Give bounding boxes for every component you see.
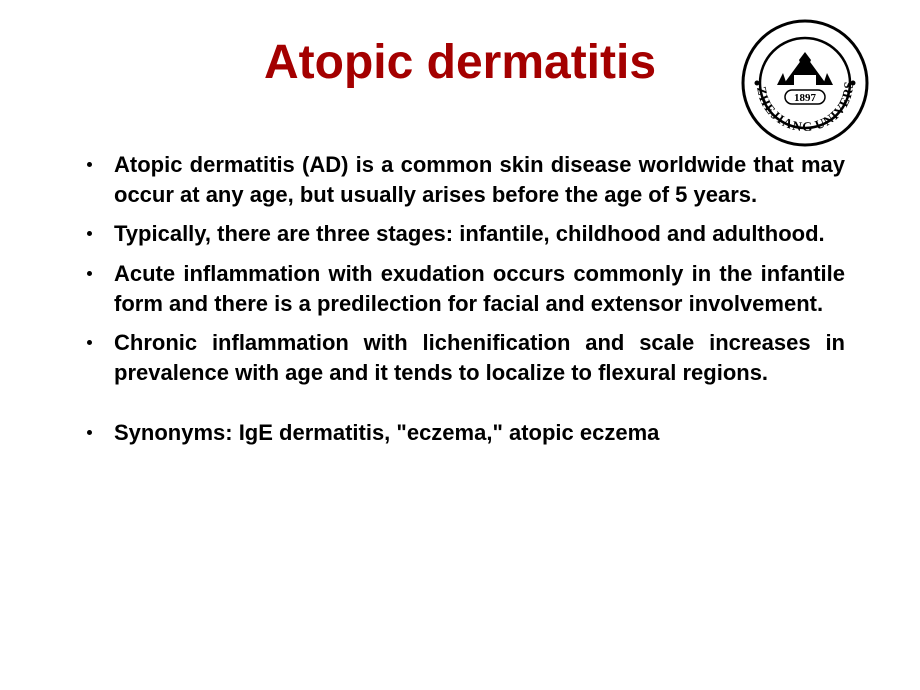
slide-container: ZHEJIANG UNIVERSITY 1897 Atopic dermatit… [0,0,920,690]
bullet-item: Atopic dermatitis (AD) is a common skin … [75,150,845,209]
bullet-marker-icon [87,340,92,345]
bullet-marker-icon [87,271,92,276]
svg-text:UNIVERSITY: UNIVERSITY [740,18,856,133]
bullet-text: Acute inflammation with exudation occurs… [114,259,845,318]
bullet-marker-icon [87,430,92,435]
bullet-item: Acute inflammation with exudation occurs… [75,259,845,318]
bullet-list: Atopic dermatitis (AD) is a common skin … [75,150,845,448]
university-logo: ZHEJIANG UNIVERSITY 1897 [740,18,870,148]
bullet-marker-icon [87,162,92,167]
slide-title: Atopic dermatitis [75,35,845,90]
bullet-marker-icon [87,231,92,236]
bullet-text: Typically, there are three stages: infan… [114,219,845,249]
bullet-text: Chronic inflammation with lichenificatio… [114,328,845,387]
bullet-item: Typically, there are three stages: infan… [75,219,845,249]
bullet-text: Atopic dermatitis (AD) is a common skin … [114,150,845,209]
svg-text:1897: 1897 [794,92,817,104]
bullet-text: Synonyms: IgE dermatitis, "eczema," atop… [114,418,845,448]
bullet-item: Synonyms: IgE dermatitis, "eczema," atop… [75,418,845,448]
bullet-item: Chronic inflammation with lichenificatio… [75,328,845,387]
